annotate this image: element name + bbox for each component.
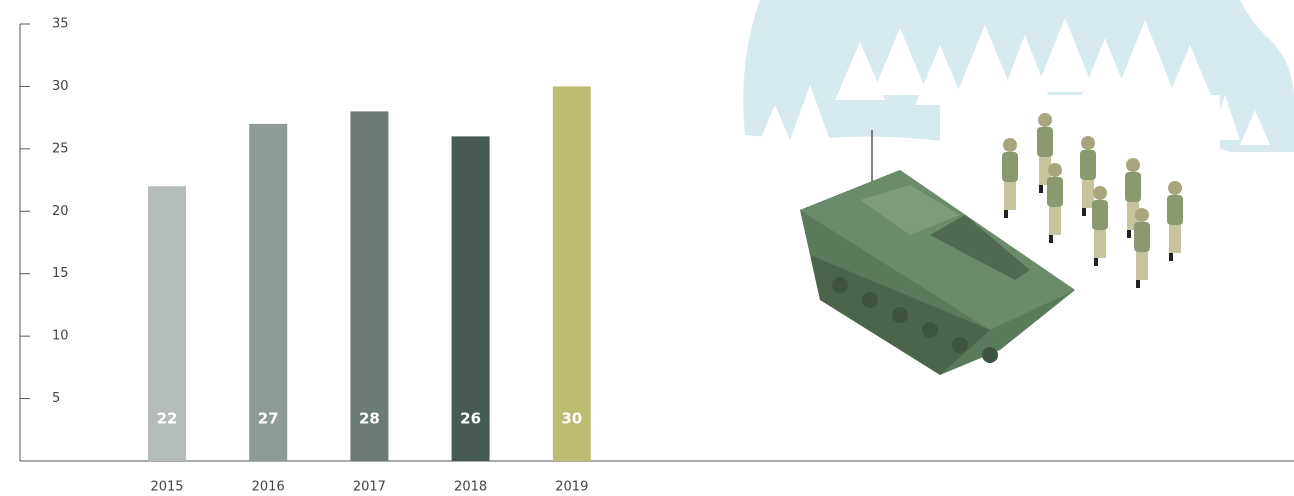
x-tick-label: 2015	[150, 480, 183, 495]
bar	[350, 111, 389, 462]
illustration	[743, 0, 1294, 375]
x-tick-label: 2019	[555, 480, 588, 495]
value-label: 26	[460, 410, 481, 428]
y-tick-label: 20	[52, 204, 69, 219]
bar	[148, 186, 186, 462]
bar	[451, 136, 490, 461]
value-label: 27	[258, 410, 279, 428]
y-tick-label: 30	[52, 79, 69, 94]
y-tick-label: 35	[52, 17, 69, 32]
y-tick-label: 15	[52, 266, 69, 281]
y-tick-label: 10	[52, 329, 69, 344]
soldiers	[1002, 113, 1183, 288]
value-label: 22	[157, 410, 178, 428]
y-tick-label: 25	[52, 141, 69, 156]
value-label: 30	[561, 410, 582, 428]
x-tick-label: 2017	[353, 480, 386, 495]
y-tick-label: 5	[52, 391, 60, 406]
bar	[552, 86, 591, 461]
x-tick-label: 2016	[252, 480, 285, 495]
bar	[249, 123, 288, 461]
value-label: 28	[359, 410, 380, 428]
x-tick-label: 2018	[454, 480, 487, 495]
